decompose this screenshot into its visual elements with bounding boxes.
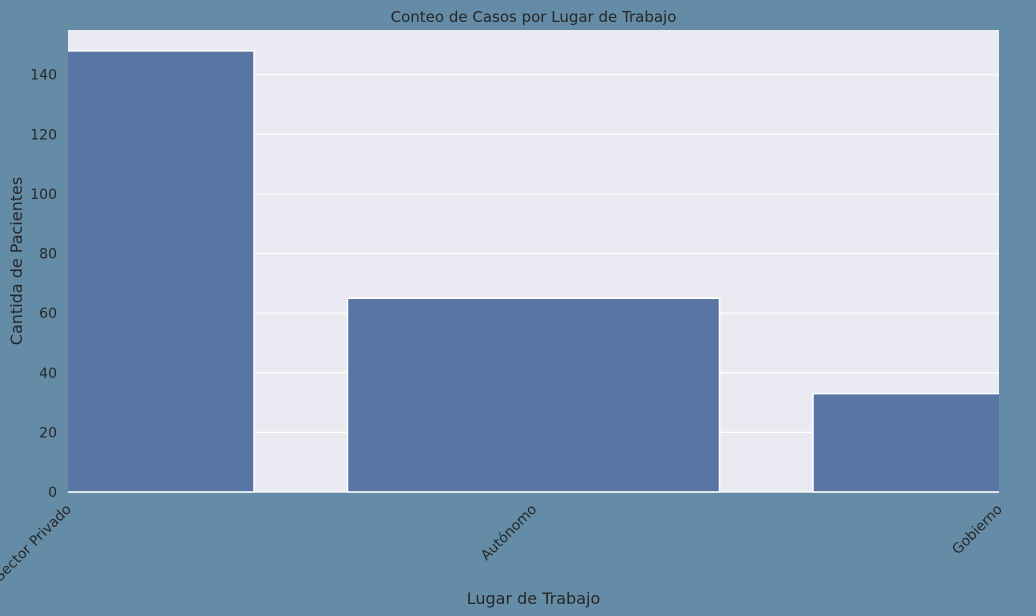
bar <box>812 392 999 493</box>
y-axis-label: Cantida de Pacientes <box>7 177 26 345</box>
y-tick-labels: 0 20 40 60 80 100 120 140 <box>30 68 57 501</box>
y-tick-label: 100 <box>30 187 57 203</box>
chart-title: Conteo de Casos por Lugar de Trabajo <box>391 8 677 26</box>
y-tick-label: 20 <box>39 425 57 441</box>
y-tick-label: 140 <box>30 68 57 84</box>
x-axis-label: Lugar de Trabajo <box>467 589 600 608</box>
y-tick-label: 120 <box>30 127 57 143</box>
y-tick-label: 60 <box>39 306 57 322</box>
bars <box>68 50 999 493</box>
y-tick-label: 80 <box>39 247 57 263</box>
x-tick-labels: Sector Privado Autónomo Gobierno <box>0 502 1006 585</box>
x-tick-label: Gobierno <box>949 502 1005 558</box>
y-tick-label: 0 <box>48 485 57 501</box>
bar <box>346 297 721 493</box>
bar <box>68 50 255 493</box>
y-tick-label: 40 <box>39 366 57 382</box>
x-tick-label: Sector Privado <box>0 502 75 585</box>
x-tick-label: Autónomo <box>478 502 540 564</box>
